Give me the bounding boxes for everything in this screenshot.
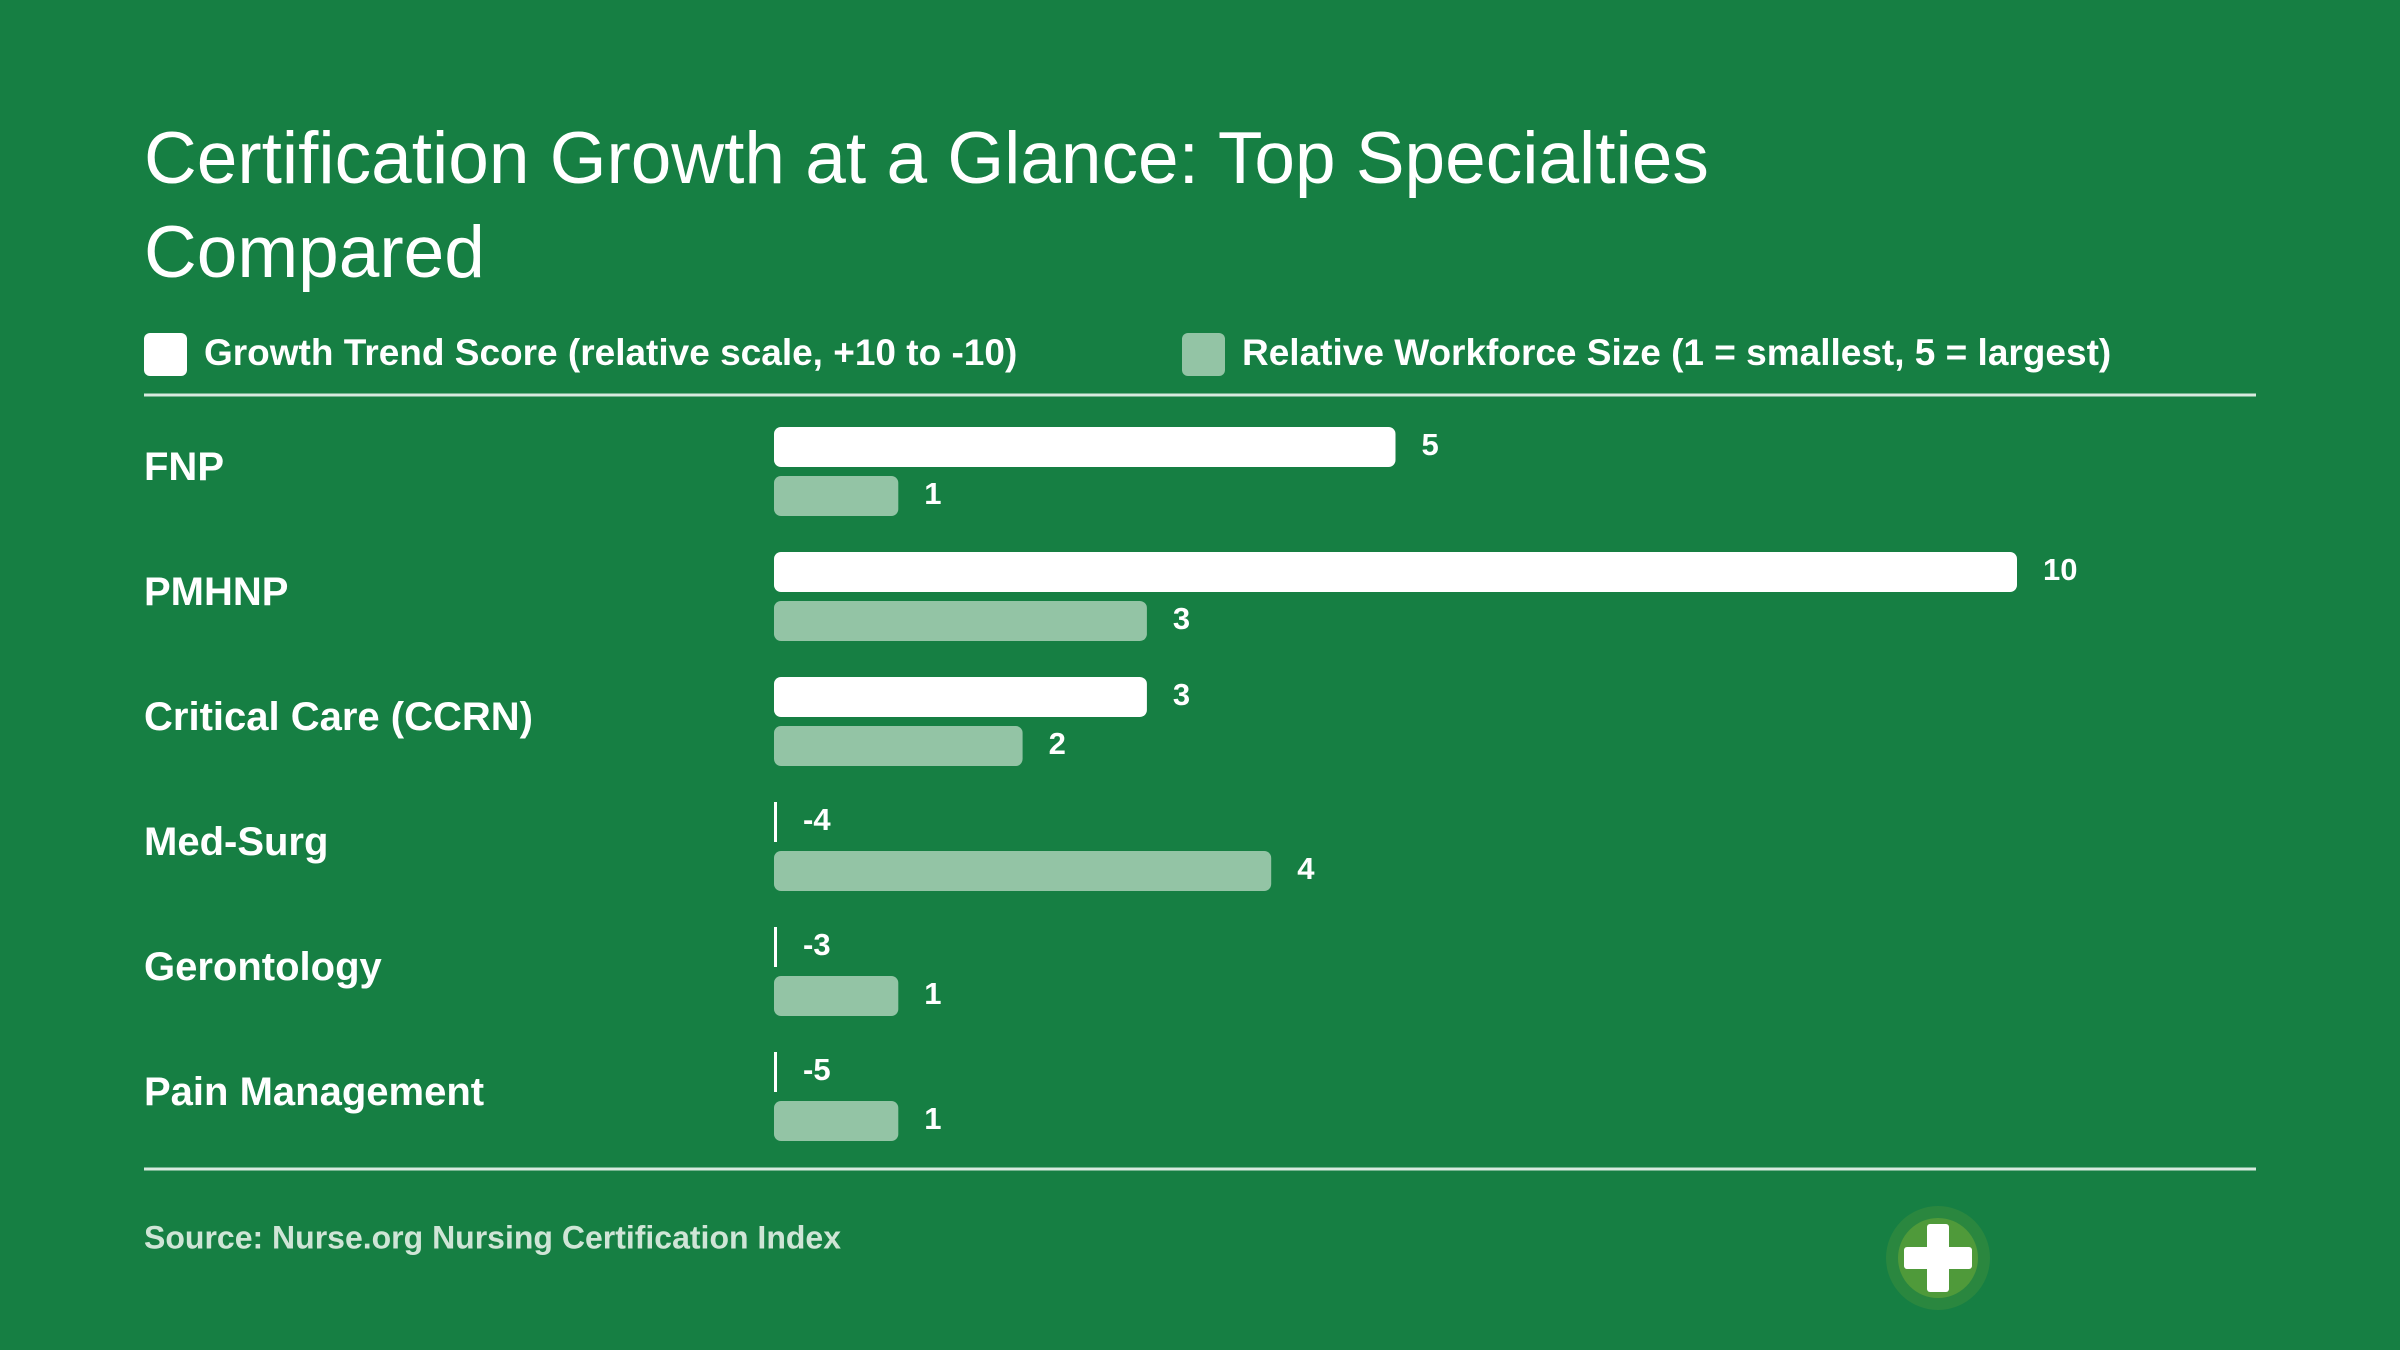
category-label: PMHNP <box>144 570 288 614</box>
bar <box>774 976 899 1016</box>
logo-icon <box>1886 1206 1990 1310</box>
legend-swatch <box>1182 333 1225 376</box>
bar <box>774 726 1023 766</box>
value-label: 1 <box>924 1101 941 1136</box>
bar <box>774 927 777 967</box>
bar <box>774 802 777 842</box>
bar <box>774 677 1147 717</box>
value-label: -3 <box>803 927 831 962</box>
bar <box>774 1052 777 1092</box>
value-label: -4 <box>803 802 831 837</box>
category-label: FNP <box>144 445 224 489</box>
bar <box>774 1101 899 1141</box>
bar <box>774 552 2017 592</box>
legend-label: Relative Workforce Size (1 = smallest, 5… <box>1242 332 2111 373</box>
value-label: 5 <box>1422 427 1439 462</box>
value-label: -5 <box>803 1052 831 1087</box>
chart-title: Certification Growth at a Glance: Top Sp… <box>144 118 1709 293</box>
value-label: 3 <box>1173 677 1190 712</box>
legend-label: Growth Trend Score (relative scale, +10 … <box>204 332 1017 373</box>
category-label: Gerontology <box>144 945 383 989</box>
value-label: 3 <box>1173 601 1190 636</box>
source: Source: Nurse.org Nursing Certification … <box>144 1219 841 1255</box>
value-label: 2 <box>1049 726 1066 761</box>
bar <box>774 601 1147 641</box>
legend-swatch <box>144 333 187 376</box>
bar <box>774 427 1396 467</box>
value-label: 1 <box>924 476 941 511</box>
category-label: Med-Surg <box>144 820 328 864</box>
value-label: 4 <box>1297 851 1315 886</box>
bar <box>774 851 1272 891</box>
category-label: Pain Management <box>144 1070 484 1114</box>
category-label: Critical Care (CCRN) <box>144 695 533 739</box>
value-label: 10 <box>2043 552 2077 587</box>
value-label: 1 <box>924 976 941 1011</box>
bar <box>774 476 899 516</box>
